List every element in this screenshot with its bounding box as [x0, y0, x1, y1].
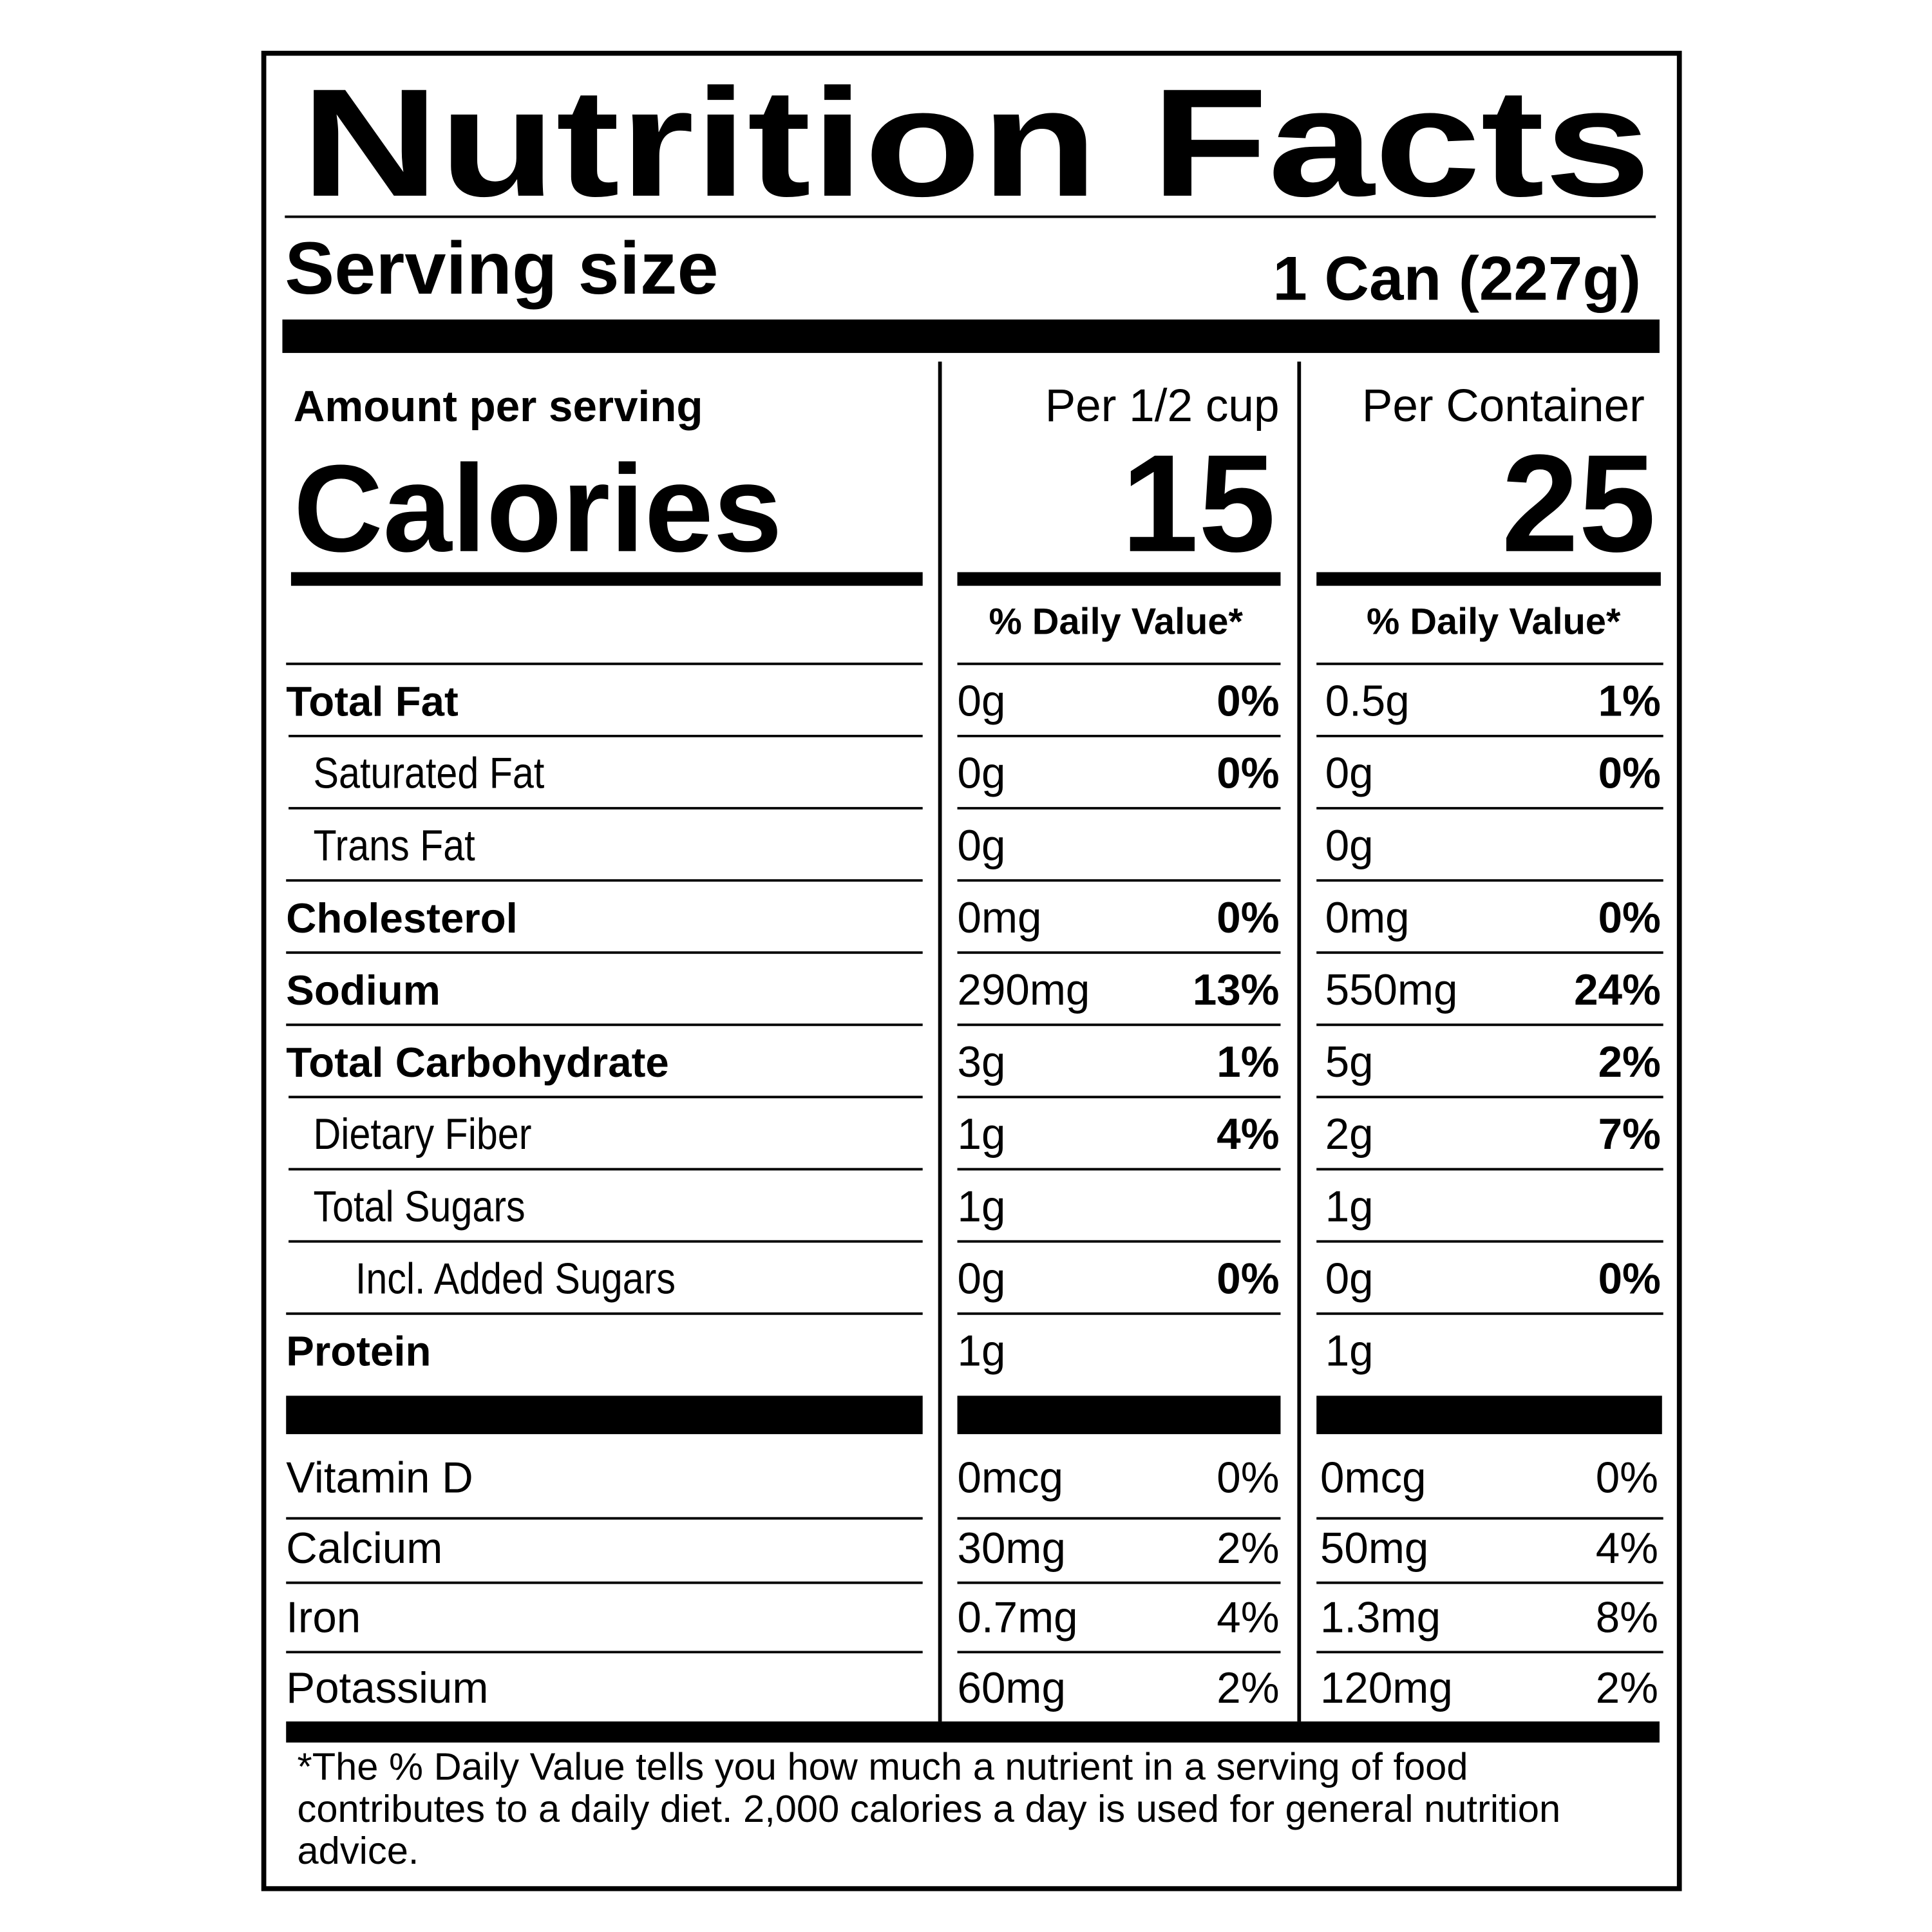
amount: 0g [1325, 822, 1374, 870]
amount: 0g [958, 750, 1006, 798]
dv-header: % Daily Value* [1367, 601, 1621, 643]
dv-header: % Daily Value* [989, 601, 1243, 643]
amount: 0mg [1325, 894, 1410, 942]
daily-value: 4% [1217, 1110, 1279, 1159]
daily-value: 0% [1598, 1255, 1661, 1303]
serving-label: Serving size [285, 227, 718, 310]
daily-value: 1% [1217, 1038, 1279, 1086]
amount: 0mg [958, 894, 1042, 942]
amount: 1.3mg [1320, 1594, 1441, 1642]
nutrient-name: Protein [286, 1328, 431, 1375]
vitamin-name: Calcium [286, 1524, 442, 1573]
daily-value: 0% [1217, 1255, 1279, 1303]
nutrient-name: Total Carbohydrate [286, 1039, 669, 1086]
amount: 30mg [958, 1524, 1066, 1573]
daily-value: 4% [1217, 1594, 1279, 1642]
daily-value: 0% [1596, 1454, 1658, 1502]
daily-value: 24% [1574, 966, 1661, 1014]
nutrient-name: Incl. Added Sugars [355, 1255, 676, 1303]
amount: 1g [958, 1110, 1006, 1159]
bar [286, 1396, 923, 1434]
amount: 0.7mg [958, 1594, 1078, 1642]
nutrient-name: Dietary Fiber [314, 1111, 532, 1159]
amount: 0g [1325, 1255, 1374, 1303]
amount: 0g [958, 822, 1006, 870]
daily-value: 1% [1598, 677, 1661, 726]
amount: 1g [1325, 1182, 1374, 1231]
thick-bar [282, 319, 1660, 354]
amount-label: Amount per serving [294, 383, 703, 431]
amount: 60mg [958, 1664, 1066, 1712]
vitamin-name: Potassium [286, 1664, 488, 1712]
column-header: Per Container [1362, 381, 1645, 431]
bar [957, 1396, 1281, 1434]
daily-value: 4% [1596, 1524, 1658, 1573]
footnote: *The % Daily Value tells you how much a … [298, 1745, 1468, 1788]
daily-value: 8% [1596, 1594, 1658, 1642]
amount: 0mcg [1320, 1454, 1426, 1502]
amount: 290mg [958, 966, 1090, 1014]
amount: 3g [958, 1038, 1006, 1086]
nutrient-name: Saturated Fat [314, 750, 545, 797]
daily-value: 0% [1217, 1454, 1279, 1502]
amount: 0g [1325, 750, 1374, 798]
amount: 0g [958, 677, 1006, 726]
daily-value: 0% [1217, 750, 1279, 798]
footnote: contributes to a daily diet. 2,000 calor… [298, 1787, 1561, 1830]
daily-value: 0% [1217, 894, 1279, 942]
calories-label: Calories [294, 439, 782, 578]
serving-value: 1 Can (227g) [1273, 244, 1641, 313]
amount: 2g [1325, 1110, 1374, 1159]
calories-value: 15 [1121, 426, 1276, 581]
label-border [261, 50, 1682, 1891]
title: Nutrition Facts [301, 57, 1651, 229]
vitamin-name: Iron [286, 1594, 361, 1642]
daily-value: 13% [1193, 966, 1280, 1014]
footnote: advice. [298, 1829, 419, 1872]
daily-value: 2% [1217, 1664, 1279, 1712]
daily-value: 2% [1598, 1038, 1661, 1086]
calories-value: 25 [1502, 426, 1656, 581]
amount: 550mg [1325, 966, 1458, 1014]
daily-value: 0% [1217, 677, 1279, 726]
daily-value: 7% [1598, 1110, 1661, 1159]
amount: 5g [1325, 1038, 1374, 1086]
amount: 0g [958, 1255, 1006, 1303]
nutrient-name: Sodium [286, 967, 440, 1014]
nutrient-name: Total Fat [286, 678, 459, 725]
vitamin-name: Vitamin D [286, 1454, 473, 1502]
amount: 1g [1325, 1327, 1374, 1376]
nutrient-name: Total Sugars [314, 1183, 526, 1231]
amount: 0mcg [958, 1454, 1064, 1502]
daily-value: 0% [1598, 894, 1661, 942]
bar [286, 1721, 1660, 1743]
daily-value: 2% [1596, 1664, 1658, 1712]
column-header: Per 1/2 cup [1045, 381, 1280, 431]
amount: 120mg [1320, 1664, 1453, 1712]
bar [290, 572, 923, 586]
bar [957, 572, 1281, 586]
daily-value: 2% [1217, 1524, 1279, 1573]
nutrient-name: Cholesterol [286, 895, 518, 942]
bar [1316, 1396, 1662, 1434]
amount: 0.5g [1325, 677, 1410, 726]
amount: 1g [958, 1327, 1006, 1376]
amount: 1g [958, 1182, 1006, 1231]
bar [1316, 572, 1661, 586]
daily-value: 0% [1598, 750, 1661, 798]
nutrient-name: Trans Fat [314, 822, 476, 869]
amount: 50mg [1320, 1524, 1428, 1573]
